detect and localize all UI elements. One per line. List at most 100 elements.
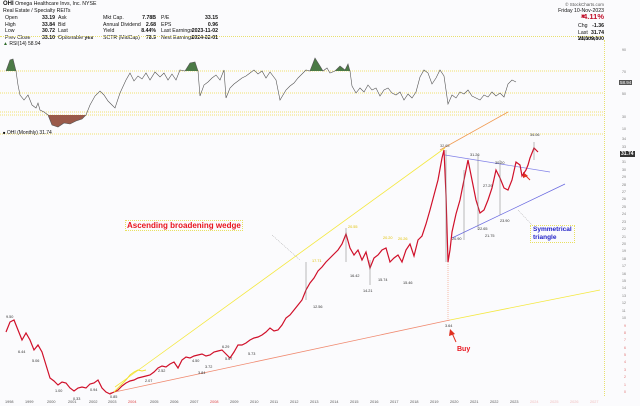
- rsi-label-text: RSI(14) 58.94: [9, 41, 41, 47]
- svg-text:5: 5: [624, 353, 626, 357]
- svg-text:17.71: 17.71: [312, 259, 322, 263]
- svg-text:1999: 1999: [25, 400, 33, 404]
- volume-value: 21,509,800: [578, 36, 604, 42]
- mktcap-value: 7.78B: [142, 15, 156, 21]
- svg-text:3.64: 3.64: [445, 324, 452, 328]
- svg-text:22.65: 22.65: [478, 227, 488, 231]
- svg-text:33: 33: [622, 145, 626, 149]
- svg-text:2027: 2027: [590, 400, 598, 404]
- svg-text:2015: 2015: [350, 400, 358, 404]
- svg-text:30.20: 30.20: [495, 161, 505, 165]
- quote-header: OHI Omega Healthcare Invs, Inc. NYSE Rea…: [0, 0, 640, 47]
- svg-text:3.84: 3.84: [198, 371, 205, 375]
- svg-text:2: 2: [624, 375, 626, 379]
- svg-text:2022: 2022: [490, 400, 498, 404]
- svg-text:30: 30: [622, 168, 626, 172]
- svg-text:2025: 2025: [550, 400, 558, 404]
- pe-value: 33.15: [205, 15, 218, 21]
- svg-text:20.90: 20.90: [452, 237, 462, 241]
- svg-text:12.56: 12.56: [313, 305, 323, 309]
- svg-text:2003: 2003: [108, 400, 116, 404]
- svg-text:20: 20: [622, 242, 626, 246]
- wedge-lower-line: [109, 319, 451, 394]
- header-divider: [0, 36, 604, 37]
- yield-label: Yield: [103, 28, 115, 34]
- rsi-value-tag: 58.94: [619, 80, 633, 85]
- svg-text:2011: 2011: [270, 400, 278, 404]
- svg-text:29: 29: [622, 175, 626, 179]
- svg-text:21.75: 21.75: [485, 234, 495, 238]
- svg-text:0.85: 0.85: [110, 395, 117, 399]
- svg-text:16: 16: [622, 272, 626, 276]
- svg-text:2016: 2016: [370, 400, 378, 404]
- svg-text:2005: 2005: [150, 400, 158, 404]
- rsi-y-ticks: 90 70 50 30 10: [622, 48, 626, 131]
- svg-text:14: 14: [622, 286, 626, 290]
- svg-text:50: 50: [622, 92, 626, 96]
- source-credit: © StockCharts.com: [565, 2, 604, 7]
- svg-text:2013: 2013: [310, 400, 318, 404]
- prevclose-label: Prev Close: [5, 34, 31, 41]
- svg-text:90: 90: [622, 48, 626, 52]
- svg-text:20.55: 20.55: [348, 225, 358, 229]
- svg-text:6.44: 6.44: [18, 350, 25, 354]
- svg-text:27.29: 27.29: [483, 184, 493, 188]
- svg-text:6: 6: [624, 346, 626, 350]
- svg-text:34: 34: [622, 137, 626, 141]
- svg-text:13: 13: [622, 294, 626, 298]
- svg-text:0.94: 0.94: [90, 388, 97, 392]
- svg-text:15.74: 15.74: [378, 278, 388, 282]
- dividend-value: 2.68: [145, 21, 156, 28]
- svg-text:4: 4: [624, 360, 626, 364]
- last-price-value: 31.74: [591, 29, 604, 36]
- y-axis-line: [604, 40, 605, 396]
- svg-text:31.26: 31.26: [470, 153, 480, 157]
- eps-label: EPS: [161, 21, 172, 28]
- svg-text:22: 22: [622, 227, 626, 231]
- triangle-upper-line: [444, 154, 551, 173]
- svg-text:15: 15: [622, 279, 626, 283]
- sctr-value: 78.9: [145, 34, 156, 41]
- svg-text:28: 28: [622, 183, 626, 187]
- svg-text:2004: 2004: [128, 400, 136, 404]
- wedge-upper-line: [114, 147, 446, 388]
- buy-annotation: Buy: [457, 346, 471, 353]
- svg-text:7: 7: [624, 338, 626, 342]
- dividend-label: Annual Dividend: [103, 21, 141, 28]
- yield-value: 8.44%: [141, 28, 156, 34]
- svg-text:34.06: 34.06: [530, 133, 540, 137]
- svg-text:21: 21: [622, 235, 626, 239]
- triangle-annotation-line1: Symmetrical: [533, 226, 572, 233]
- svg-text:10: 10: [622, 316, 626, 320]
- last-price-label: Last: [578, 29, 588, 36]
- svg-text:1: 1: [624, 383, 626, 387]
- mktcap-label: Mkt Cap.: [103, 15, 124, 21]
- change-pct: -4.11%: [580, 12, 604, 21]
- price-series-label: ■ OHI (Monthly) 31.74: [3, 130, 52, 136]
- svg-text:70: 70: [622, 70, 626, 74]
- svg-text:3: 3: [624, 368, 626, 372]
- prevclose-value: 33.10: [42, 34, 55, 41]
- svg-text:6.29: 6.29: [222, 345, 229, 349]
- price-line: [5, 146, 539, 395]
- sctr-label: SCTR (MidCap): [103, 34, 140, 41]
- price-series-label-text: OHI (Monthly) 31.74: [6, 130, 52, 136]
- open-label: Open: [5, 15, 18, 21]
- last-label: Last: [58, 28, 68, 34]
- x-axis-ticks: 1998 1999 2000 2001 2002 2003 2004 2005 2006 2…: [5, 400, 518, 404]
- svg-text:15.46: 15.46: [403, 281, 413, 285]
- svg-text:5.67: 5.67: [225, 357, 232, 361]
- rsi-legend-icon: ▲: [3, 41, 8, 47]
- svg-text:2023: 2023: [510, 400, 518, 404]
- optionable-label: Optionable: [58, 34, 84, 41]
- svg-text:2018: 2018: [410, 400, 418, 404]
- volume-label: Volume: [578, 36, 596, 42]
- svg-text:8: 8: [624, 331, 626, 335]
- svg-text:17: 17: [622, 264, 626, 268]
- svg-text:2024: 2024: [530, 400, 538, 404]
- svg-text:5.73: 5.73: [248, 352, 255, 356]
- last-earnings-label: Last Earnings: [161, 28, 193, 34]
- svg-text:1.00: 1.00: [55, 389, 62, 393]
- sector: Real Estate / Specialty REITs: [3, 8, 71, 14]
- svg-text:30: 30: [622, 115, 626, 119]
